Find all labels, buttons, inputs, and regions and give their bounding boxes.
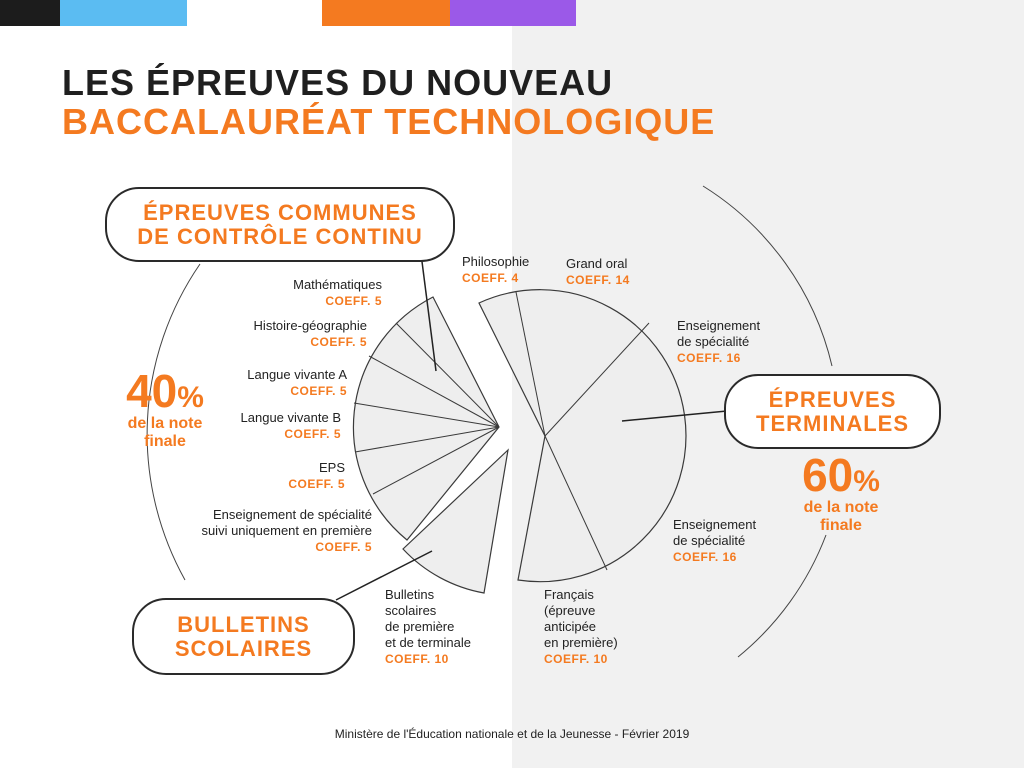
spe2-name-1: Enseignement (673, 517, 757, 532)
francais-name-4: en première) (544, 635, 618, 650)
label-francais: Français (épreuve anticipée en première)… (544, 587, 654, 667)
title-line-2: BACCALAURÉAT TECHNOLOGIQUE (62, 101, 716, 142)
divider-oral-spe1 (544, 322, 650, 437)
bulletins-name-1: Bulletins (385, 587, 435, 602)
maths-coeff: COEFF. 5 (325, 294, 382, 308)
terminales-dividers (515, 291, 650, 571)
percent-right-value: 60 (802, 449, 854, 501)
right-outer-arc-top (702, 185, 833, 367)
divider-maths-histoire (395, 322, 500, 428)
francais-name-2: (épreuve (544, 603, 596, 618)
label-bulletins: Bulletins scolaires de première et de te… (385, 587, 505, 667)
top-bar-blue (60, 0, 187, 26)
connector-terminales (621, 410, 728, 422)
grand-oral-name: Grand oral (566, 256, 628, 271)
top-bar-orange (322, 0, 450, 26)
spe1-coeff: COEFF. 16 (677, 351, 741, 365)
label-grand-oral: Grand oral COEFF. 14 (566, 256, 656, 288)
divider-spe2-francais (544, 435, 608, 571)
source-caption: Ministère de l'Éducation nationale et de… (334, 727, 690, 741)
bulletins-name-2: scolaires (385, 603, 437, 618)
percent-right-caption: de la note finale (803, 499, 879, 534)
bulletins-coeff: COEFF. 10 (385, 652, 449, 666)
percent-right: 60% de la note finale (781, 452, 901, 535)
label-philo: Philosophie COEFF. 4 (462, 254, 552, 286)
bulletins-label: BULLETINS SCOLAIRES (174, 612, 313, 661)
terminales-fan (478, 289, 687, 583)
francais-name-1: Français (544, 587, 594, 602)
francais-name-3: anticipée (544, 619, 597, 634)
controle-continu-label: ÉPREUVES COMMUNES DE CONTRÔLE CONTINU (137, 200, 423, 249)
label-histoire: Histoire-géographie COEFF. 5 (200, 318, 367, 350)
bulletins-pill: BULLETINS SCOLAIRES (132, 598, 355, 675)
spe1-name-1: Enseignement (677, 318, 761, 333)
percent-left-value: 40 (126, 365, 178, 417)
label-spe-2: Enseignement de spécialité COEFF. 16 (673, 517, 783, 565)
top-bar-black (0, 0, 60, 26)
controle-continu-dividers (353, 322, 500, 495)
percent-left-caption: de la note finale (127, 415, 203, 450)
spe2-name-2: de spécialité (673, 533, 746, 548)
eps-coeff: COEFF. 5 (288, 477, 345, 491)
spe1-name-2: de spécialité (677, 334, 750, 349)
maths-name: Mathématiques (293, 277, 382, 292)
histoire-coeff: COEFF. 5 (310, 335, 367, 349)
histoire-name: Histoire-géographie (253, 318, 367, 333)
connector-controle-continu (419, 245, 437, 372)
bulletins-name-3: de première (385, 619, 455, 634)
top-bar-purple (450, 0, 576, 26)
terminales-label: ÉPREUVES TERMINALES (756, 387, 909, 436)
francais-coeff: COEFF. 10 (544, 652, 608, 666)
spe-premiere-name-2: suivi uniquement en première (201, 523, 372, 538)
spe2-coeff: COEFF. 16 (673, 550, 737, 564)
bulletins-name-4: et de terminale (385, 635, 471, 650)
divider-eps-spe (372, 426, 500, 495)
label-lva: Langue vivante A COEFF. 5 (200, 367, 347, 399)
terminales-pill: ÉPREUVES TERMINALES (724, 374, 941, 449)
label-spe-premiere: Enseignement de spécialité suivi uniquem… (170, 507, 372, 555)
controle-continu-pill: ÉPREUVES COMMUNES DE CONTRÔLE CONTINU (105, 187, 455, 262)
lva-name: Langue vivante A (247, 367, 347, 382)
left-outer-arc (146, 263, 201, 581)
philo-name: Philosophie (462, 254, 530, 269)
divider-lva-lvb (353, 402, 500, 428)
lvb-coeff: COEFF. 5 (284, 427, 341, 441)
label-eps: EPS COEFF. 5 (230, 460, 345, 492)
controle-continu-fan (352, 296, 500, 541)
connector-bulletins (335, 550, 433, 601)
lva-coeff: COEFF. 5 (290, 384, 347, 398)
bulletins-slice (402, 448, 509, 594)
divider-lvb-eps (354, 426, 500, 453)
lvb-name: Langue vivante B (240, 410, 341, 425)
divider-histoire-lva (368, 355, 500, 428)
spe-premiere-name-1: Enseignement de spécialité (213, 507, 372, 522)
grand-oral-coeff: COEFF. 14 (566, 273, 630, 287)
label-lvb: Langue vivante B COEFF. 5 (200, 410, 341, 442)
label-maths: Mathématiques COEFF. 5 (230, 277, 382, 309)
right-outer-arc-bottom (737, 534, 827, 658)
spe-premiere-coeff: COEFF. 5 (315, 540, 372, 554)
percent-left: 40% de la note finale (105, 368, 225, 451)
percent-right-sign: % (853, 465, 880, 498)
divider-philo-oral (515, 291, 546, 437)
title-line-1: LES ÉPREUVES DU NOUVEAU (62, 62, 614, 103)
percent-left-sign: % (177, 381, 204, 414)
eps-name: EPS (318, 460, 345, 475)
philo-coeff: COEFF. 4 (462, 271, 519, 285)
label-spe-1: Enseignement de spécialité COEFF. 16 (677, 318, 787, 366)
